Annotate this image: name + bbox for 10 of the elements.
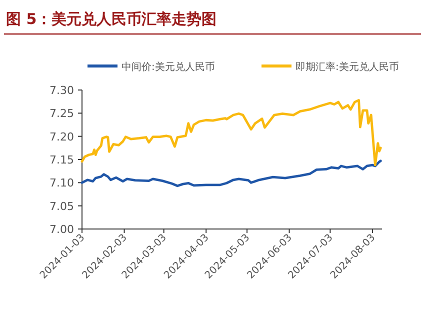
- legend-label: 即期汇率:美元兑人民币: [296, 61, 399, 73]
- y-tick-label: 7.10: [50, 176, 74, 190]
- y-tick-label: 7.05: [50, 200, 74, 213]
- legend-label: 中间价:美元兑人民币: [122, 61, 215, 73]
- y-tick-label: 7.20: [50, 130, 74, 144]
- y-tick-label: 7.30: [50, 84, 74, 97]
- y-tick-label: 7.00: [50, 223, 74, 236]
- y-tick-label: 7.15: [50, 154, 74, 166]
- title: 图 5：美元兑人民币汇率走势图: [6, 10, 217, 28]
- y-tick-label: 7.25: [50, 107, 74, 120]
